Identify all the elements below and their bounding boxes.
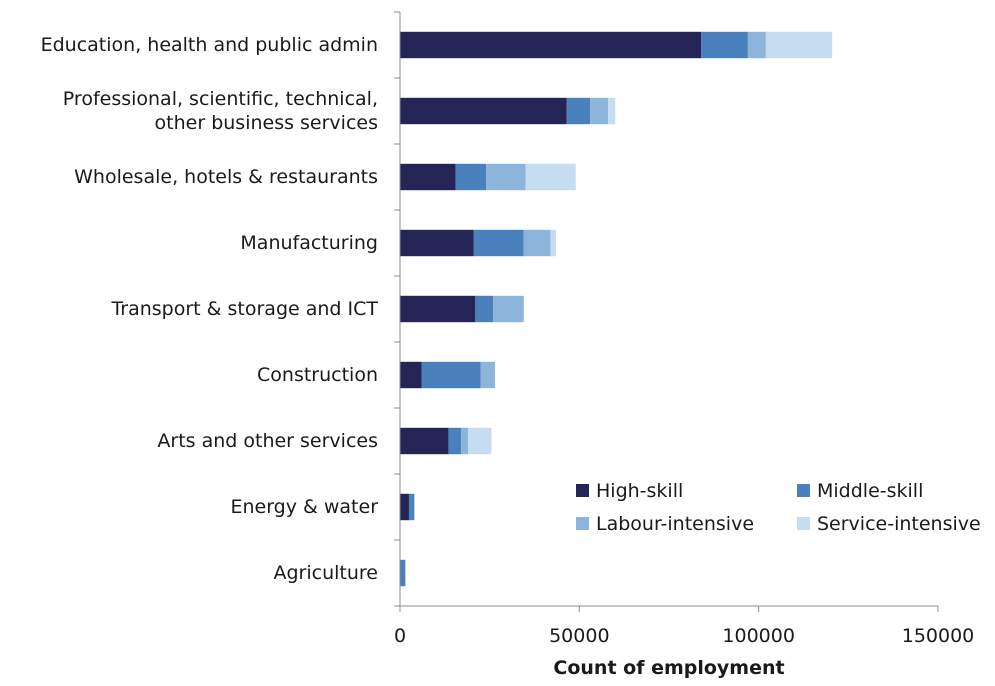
bar-segment [448, 427, 461, 455]
bar-segment [455, 163, 487, 191]
category-label: Agriculture [274, 562, 379, 584]
bar-segment [460, 427, 469, 455]
bar-segment [480, 361, 496, 389]
x-tick-label: 100000 [722, 625, 795, 647]
legend: High-skill Middle-skill Labour-intensive Se… [576, 480, 981, 535]
legend-swatch [797, 517, 810, 530]
bar-segment [475, 295, 494, 323]
category-label: Education, health and public admin [41, 34, 378, 56]
bar-segment [400, 361, 422, 389]
bar-segment [421, 361, 481, 389]
bar-segment [400, 229, 474, 257]
legend-label: Middle-skill [817, 480, 923, 502]
bar-segment [468, 427, 492, 455]
bars-group [400, 31, 833, 587]
category-label: Wholesale, hotels & restaurants [74, 166, 378, 188]
bar-segment [400, 163, 456, 191]
bar-segment [486, 163, 526, 191]
bar-segment [590, 97, 609, 125]
legend-swatch [576, 484, 589, 497]
x-tick-label: 0 [394, 625, 406, 647]
bar-segment [493, 295, 524, 323]
bar-segment [765, 31, 833, 59]
bar-segment [608, 97, 616, 125]
bar-segment [747, 31, 766, 59]
bar-segment [566, 97, 591, 125]
bar-segment [701, 31, 748, 59]
legend-label: High-skill [596, 480, 683, 502]
bar-segment [400, 493, 409, 521]
category-label: Transport & storage and ICT [110, 298, 378, 320]
bar-segment [400, 31, 702, 59]
x-tick-label: 50000 [549, 625, 609, 647]
bar-segment [523, 229, 551, 257]
y-axis-ticks [394, 11, 400, 607]
category-label: Energy & water [230, 496, 378, 518]
x-tick-labels: 0 50000 100000 150000 [394, 625, 974, 647]
bar-segment [473, 229, 524, 257]
x-tick-label: 150000 [902, 625, 975, 647]
bar-segment [400, 559, 406, 587]
bar-segment [550, 229, 557, 257]
legend-label: Service-intensive [817, 513, 981, 535]
category-label: Manufacturing [240, 232, 378, 254]
bar-segment [408, 493, 415, 521]
bar-segment [400, 97, 567, 125]
legend-swatch [797, 484, 810, 497]
x-axis-ticks [399, 606, 939, 612]
bar-segment [400, 427, 449, 455]
category-label: Arts and other services [157, 430, 378, 452]
legend-label: Labour-intensive [596, 513, 754, 535]
x-axis-title: Count of employment [553, 657, 784, 679]
bar-segment [400, 295, 476, 323]
bar-segment [525, 163, 576, 191]
category-labels: Education, health and public admin Profes… [41, 34, 379, 584]
legend-swatch [576, 517, 589, 530]
category-label: other business services [155, 112, 378, 134]
category-label: Professional, scientific, technical, [63, 88, 378, 110]
category-label: Construction [257, 364, 378, 386]
